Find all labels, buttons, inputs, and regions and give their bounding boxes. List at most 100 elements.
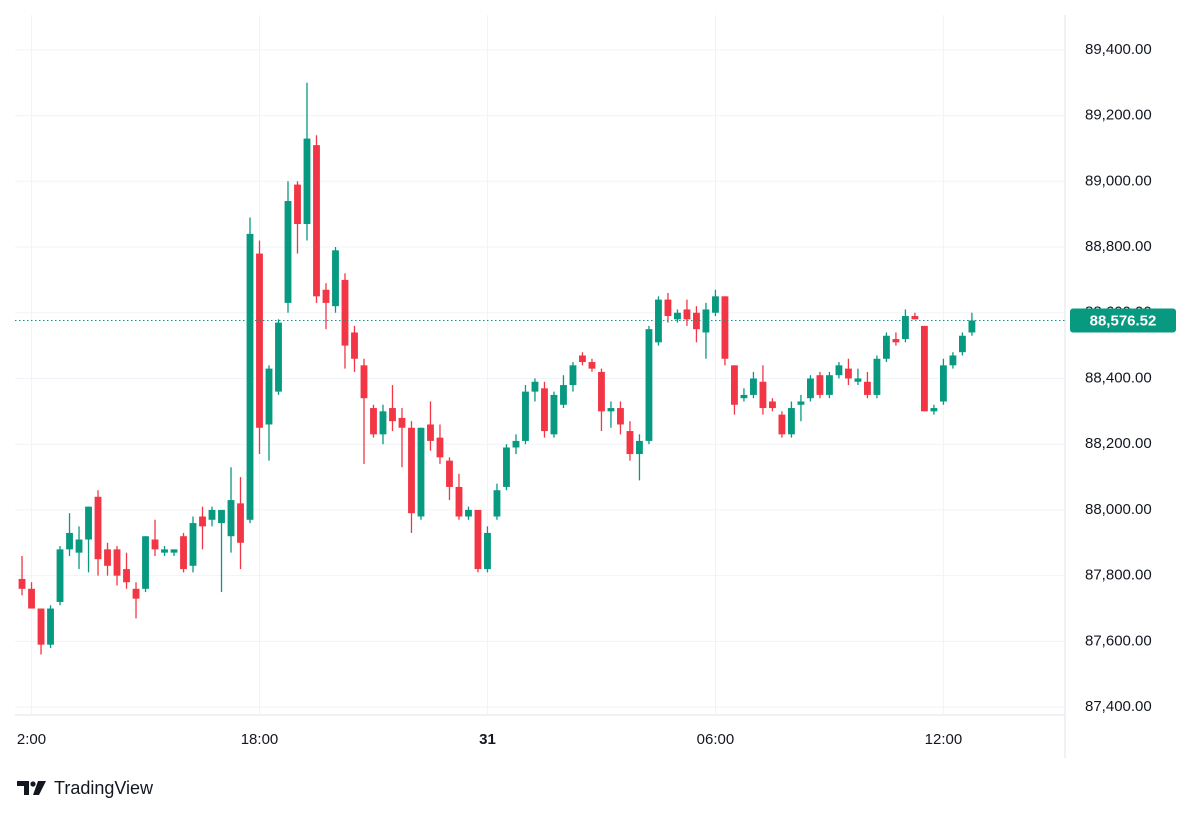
- candle-body: [427, 424, 434, 441]
- candle-body: [968, 320, 976, 333]
- candle-body: [465, 509, 472, 517]
- candle-body: [351, 332, 358, 359]
- candle-body: [370, 408, 377, 435]
- candle-body: [920, 325, 928, 412]
- candle-body: [778, 414, 786, 435]
- candle-body: [94, 496, 102, 560]
- candle-body: [826, 375, 833, 395]
- candle-body: [588, 362, 596, 369]
- candle-body: [208, 509, 216, 520]
- candle-body: [579, 355, 586, 363]
- candle-body: [835, 365, 843, 376]
- candle-body: [683, 309, 691, 320]
- candle-body: [864, 381, 871, 395]
- candle-body: [322, 289, 330, 303]
- logo: [17, 781, 46, 795]
- candle-body: [512, 440, 520, 448]
- candle-body: [645, 329, 653, 441]
- candle-body: [949, 355, 957, 366]
- candle-body: [123, 569, 130, 583]
- x-tick-label: 2:00: [17, 731, 46, 748]
- candle-body: [892, 339, 900, 343]
- candle-body: [902, 316, 909, 340]
- x-tick-label: 18:00: [241, 731, 279, 748]
- candle-body: [104, 549, 111, 566]
- candle-body: [294, 184, 301, 225]
- candle-body: [379, 411, 387, 435]
- candle-body: [389, 408, 396, 422]
- candle-body: [408, 427, 415, 514]
- x-tick-label: 12:00: [925, 731, 963, 748]
- candle-body: [189, 523, 197, 566]
- candle-body: [522, 391, 529, 441]
- candle-body: [199, 516, 206, 527]
- candle-body: [151, 539, 159, 550]
- candle-body: [873, 358, 881, 395]
- last-price-badge: [1070, 308, 1176, 333]
- x-tick-label: 31: [479, 731, 496, 748]
- y-tick-label: 87,400.00: [1085, 698, 1152, 715]
- candle-body: [398, 417, 406, 428]
- candle-body: [607, 408, 615, 412]
- last-price-label: 88,576.52: [1090, 312, 1157, 329]
- candle-body: [759, 381, 767, 409]
- candle-body: [132, 588, 140, 599]
- candle-body: [958, 335, 966, 353]
- candle-body: [636, 440, 643, 455]
- candle-body: [731, 365, 738, 405]
- candle-body: [664, 299, 672, 317]
- candle-body: [180, 536, 187, 570]
- candle-body: [284, 201, 292, 303]
- candle-body: [446, 460, 453, 487]
- candle-body: [37, 608, 45, 645]
- candle-body: [797, 401, 805, 405]
- y-tick-label: 89,000.00: [1085, 172, 1152, 189]
- candle-body: [218, 509, 225, 524]
- candle-body: [436, 437, 444, 458]
- y-tick-label: 87,600.00: [1085, 632, 1152, 649]
- candle-body: [493, 490, 501, 517]
- candle-body: [161, 549, 168, 553]
- candle-body: [674, 312, 681, 320]
- candle-body: [702, 309, 710, 333]
- candle-body: [626, 431, 634, 455]
- y-tick-label: 89,400.00: [1085, 41, 1152, 58]
- candle-body: [560, 385, 567, 405]
- candle-body: [769, 401, 776, 409]
- y-tick-label: 88,000.00: [1085, 501, 1152, 518]
- candle-body: [237, 503, 244, 543]
- brand: TradingView: [54, 778, 154, 798]
- candle-body: [911, 316, 919, 320]
- y-tick-label: 89,200.00: [1085, 107, 1152, 124]
- x-tick-label: 06:00: [697, 731, 735, 748]
- y-tick-label: 88,800.00: [1085, 238, 1152, 255]
- candle-body: [598, 371, 605, 412]
- candle-body: [256, 253, 263, 428]
- candle-body: [313, 145, 320, 297]
- candle-body: [332, 250, 339, 307]
- y-tick-label: 87,800.00: [1085, 567, 1152, 584]
- candle-body: [550, 394, 558, 435]
- candle-body: [28, 588, 35, 609]
- candle-body: [788, 408, 795, 435]
- candle-body: [170, 549, 178, 553]
- candle-body: [883, 335, 890, 359]
- candle-body: [740, 394, 748, 399]
- candle-body: [474, 509, 482, 570]
- candle-body: [360, 365, 368, 399]
- candle-body: [18, 578, 26, 589]
- candle-body: [66, 532, 73, 550]
- candle-body: [750, 378, 757, 395]
- candle-body: [246, 233, 254, 520]
- candle-body: [303, 138, 311, 225]
- candle-body: [75, 539, 83, 553]
- candle-body: [655, 299, 662, 343]
- candle-body: [341, 279, 349, 346]
- candle-body: [275, 322, 282, 392]
- y-tick-label: 88,200.00: [1085, 435, 1152, 452]
- candle-body: [227, 500, 235, 537]
- candle-body: [265, 368, 273, 425]
- candle-body: [854, 378, 862, 382]
- candle-body: [113, 549, 121, 576]
